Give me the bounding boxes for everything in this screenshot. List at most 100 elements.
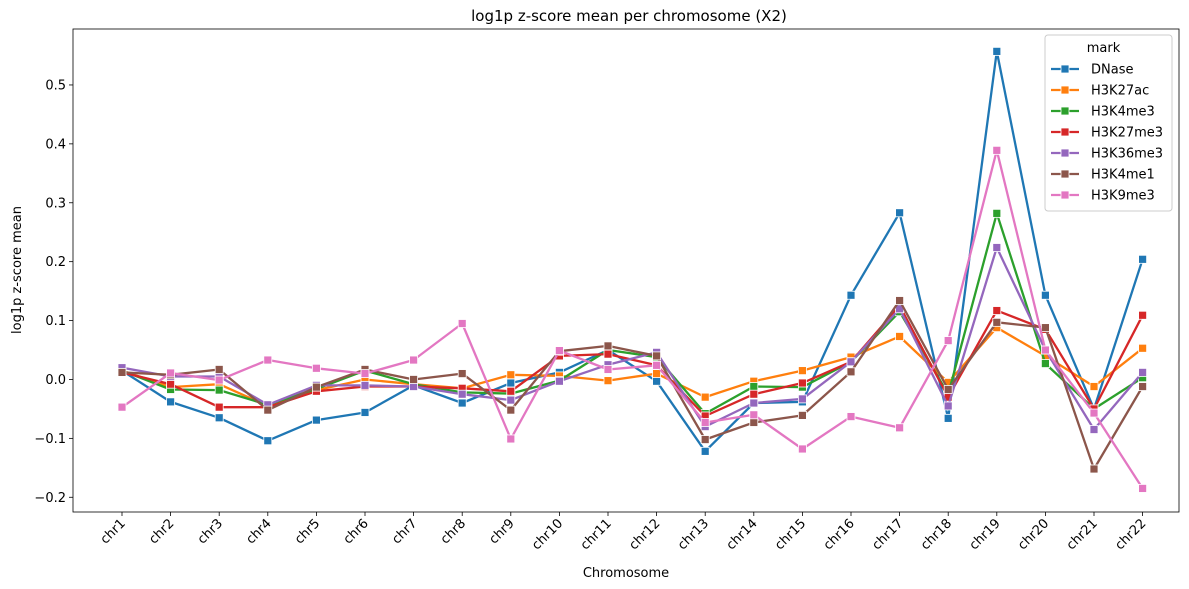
- data-point: [1138, 484, 1147, 493]
- x-tick-label: chr1: [98, 516, 129, 547]
- data-point: [943, 336, 953, 345]
- plot-frame: [72, 28, 1180, 513]
- y-tick-label: −0.2: [34, 491, 66, 506]
- x-tick-label: chr18: [918, 516, 955, 553]
- data-point: [749, 410, 759, 420]
- data-point: [409, 375, 419, 384]
- chart-title: log1p z-score mean per chromosome (X2): [471, 7, 787, 25]
- data-point: [895, 208, 904, 218]
- x-tick-label: chr9: [487, 516, 518, 547]
- legend-marker: [1060, 148, 1070, 158]
- series-line: [121, 246, 1144, 431]
- data-point: [214, 375, 224, 385]
- x-axis: chr1 chr2 chr3 chr4 chr5 chr6 chr7 chr8 chr9 chr1…: [98, 512, 1149, 553]
- legend-title: mark: [1087, 41, 1121, 56]
- data-point: [992, 306, 1002, 315]
- y-tick-label: 0.4: [45, 137, 66, 152]
- data-point: [1089, 382, 1099, 391]
- data-point: [506, 378, 516, 388]
- data-point: [749, 398, 759, 408]
- data-point: [1089, 408, 1099, 418]
- legend-marker: [1060, 106, 1070, 116]
- data-point: [1041, 290, 1050, 300]
- legend-item: H3K27me3: [1051, 126, 1163, 141]
- data-point: [555, 346, 564, 356]
- series-layer: [117, 46, 1147, 493]
- data-point: [263, 436, 273, 446]
- data-point: [895, 296, 904, 305]
- y-tick-label: 0.1: [45, 314, 66, 329]
- series-line: [121, 50, 1144, 453]
- data-point: [214, 413, 224, 423]
- data-point: [992, 145, 1002, 155]
- data-point: [457, 398, 467, 408]
- data-point: [943, 385, 953, 394]
- x-tick-label: chr5: [292, 516, 323, 547]
- data-point: [506, 395, 516, 405]
- data-point: [846, 357, 856, 367]
- data-point: [506, 405, 516, 415]
- data-point: [652, 376, 661, 386]
- series-h3k9me3: [117, 145, 1147, 493]
- x-tick-label: chr14: [724, 516, 761, 553]
- legend-label: H3K27ac: [1091, 84, 1149, 99]
- data-point: [1089, 464, 1099, 474]
- data-point: [652, 360, 661, 370]
- data-point: [555, 376, 564, 386]
- data-point: [895, 423, 904, 433]
- legend-label: H3K9me3: [1091, 189, 1155, 204]
- data-point: [1138, 254, 1147, 264]
- y-axis-label: log1p z-score mean: [10, 206, 25, 334]
- data-point: [700, 446, 710, 456]
- series-line: [121, 149, 1144, 490]
- data-point: [117, 402, 127, 412]
- x-tick-label: chr12: [626, 516, 663, 553]
- data-point: [700, 418, 710, 427]
- data-point: [166, 397, 176, 407]
- data-point: [117, 368, 127, 377]
- legend-item: DNase: [1051, 63, 1133, 78]
- data-point: [506, 370, 516, 380]
- data-point: [409, 355, 419, 365]
- legend-item: H3K4me3: [1051, 105, 1155, 120]
- series-line: [121, 299, 1144, 471]
- data-point: [700, 392, 710, 402]
- data-point: [1041, 345, 1050, 355]
- data-point: [700, 435, 710, 444]
- data-point: [457, 369, 467, 378]
- x-tick-label: chr16: [821, 516, 858, 553]
- data-point: [943, 413, 953, 423]
- data-point: [263, 355, 273, 365]
- data-point: [992, 46, 1002, 56]
- x-tick-label: chr7: [389, 516, 420, 547]
- data-point: [749, 418, 759, 427]
- data-point: [603, 349, 613, 359]
- x-tick-label: chr20: [1015, 516, 1052, 553]
- data-point: [846, 290, 856, 300]
- x-tick-label: chr4: [244, 516, 275, 547]
- x-tick-label: chr22: [1112, 516, 1149, 553]
- data-point: [360, 369, 370, 378]
- data-point: [798, 378, 807, 388]
- data-point: [652, 351, 661, 361]
- data-point: [1138, 382, 1147, 391]
- data-point: [214, 365, 224, 374]
- data-point: [506, 434, 516, 444]
- data-point: [992, 208, 1002, 218]
- legend: mark DNase H3K27ac H3K4me3 H3K27me3 H3K36me3 H…: [1044, 34, 1173, 212]
- y-tick-label: 0.5: [45, 78, 66, 93]
- data-point: [214, 385, 224, 395]
- data-point: [798, 394, 807, 404]
- legend-label: H3K4me3: [1091, 105, 1155, 120]
- data-point: [506, 386, 516, 396]
- data-point: [846, 412, 856, 421]
- legend-marker: [1060, 64, 1070, 74]
- data-point: [457, 389, 467, 399]
- data-point: [603, 365, 613, 374]
- legend-item: H3K9me3: [1051, 189, 1155, 204]
- data-point: [263, 405, 273, 415]
- data-point: [1089, 425, 1099, 434]
- y-axis: −0.2 −0.1 0.0 0.1 0.2 0.3 0.4 0.5: [34, 78, 73, 506]
- legend-label: H3K27me3: [1091, 126, 1163, 141]
